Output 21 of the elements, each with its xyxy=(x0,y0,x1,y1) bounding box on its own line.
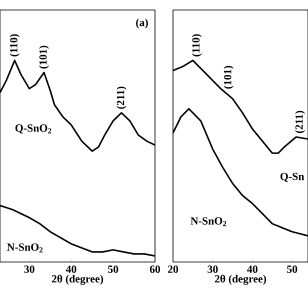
annotation: (211) xyxy=(116,86,126,109)
series-label: Q-Sn xyxy=(280,172,304,182)
x-axis-title: 2θ (degree) xyxy=(214,274,266,285)
annotation: (101) xyxy=(39,46,49,68)
annotation: (110) xyxy=(10,34,20,56)
annotation: (110) xyxy=(192,34,202,56)
annotation: (211) xyxy=(295,110,306,133)
x-tick-label: 30 xyxy=(208,266,218,273)
x-tick-label: 50 xyxy=(287,266,298,273)
series-label: Q-SnO$_{2}$ xyxy=(15,124,52,134)
x-tick-label: 50 xyxy=(108,266,118,273)
x-tick-label: 60 xyxy=(150,266,160,273)
x-tick-label: 40 xyxy=(66,266,76,273)
x-tick-label: 40 xyxy=(247,266,258,273)
x-axis-title: 2θ (degree) xyxy=(52,274,104,285)
x-tick-label: 20 xyxy=(168,266,178,273)
text: (a) xyxy=(136,18,148,28)
text: N-SnO$_{2}$ xyxy=(190,217,226,226)
annotation: (101) xyxy=(224,66,234,89)
x-tick-label: 30 xyxy=(24,266,34,273)
series-label: N-SnO$_{2}$ xyxy=(7,243,43,252)
